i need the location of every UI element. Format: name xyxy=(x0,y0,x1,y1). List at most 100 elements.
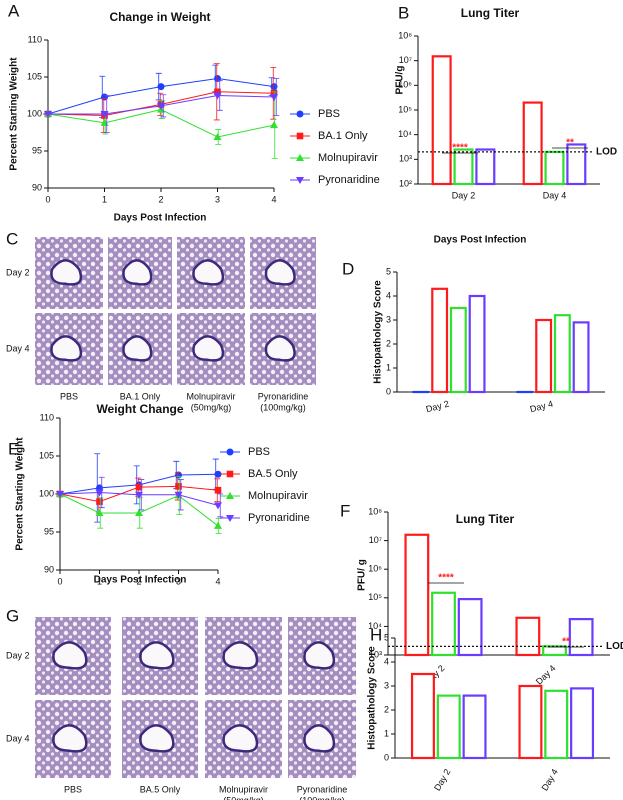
marker xyxy=(214,521,222,529)
panel-letter: G xyxy=(6,606,19,625)
marker xyxy=(214,88,221,96)
airway xyxy=(50,259,83,286)
y-axis-label: Histopathology Score xyxy=(367,646,378,750)
y-tick-label: 0 xyxy=(384,752,389,762)
bar xyxy=(404,533,430,657)
bar xyxy=(449,306,467,394)
airway xyxy=(192,335,225,362)
x-axis-label: Days Post Infection xyxy=(434,235,527,246)
x-tick-label: Day 4 xyxy=(529,399,554,415)
y-tick-label: 3 xyxy=(386,314,391,324)
marker xyxy=(214,502,222,510)
column-label: PBS xyxy=(60,391,78,401)
legend-label: Molnupiravir xyxy=(318,152,378,164)
annotation: ** xyxy=(562,637,570,648)
marker xyxy=(95,509,104,516)
bar xyxy=(468,294,486,394)
panel-letter: F xyxy=(340,501,350,520)
y-tick-label: 95 xyxy=(44,526,54,536)
x-tick-label: 3 xyxy=(215,194,220,204)
airway xyxy=(139,724,175,753)
marker xyxy=(157,83,165,91)
marker xyxy=(95,489,104,497)
y-tick-label: 90 xyxy=(32,182,42,192)
y-tick-label: 110 xyxy=(40,412,54,422)
bar xyxy=(544,689,569,760)
bar xyxy=(566,143,587,186)
airway xyxy=(192,259,225,286)
y-tick-label: 90 xyxy=(44,564,54,574)
bar xyxy=(431,591,456,657)
y-tick-label: 100 xyxy=(39,488,54,498)
column-label: (50mg/kg) xyxy=(191,402,232,412)
marker xyxy=(157,102,165,110)
y-tick-label: 10⁵ xyxy=(398,104,412,114)
annotation: ** xyxy=(566,138,574,149)
column-label: (50mg/kg) xyxy=(223,795,264,800)
marker xyxy=(174,491,183,499)
column-label: Pyronaridine xyxy=(258,391,309,401)
marker xyxy=(135,509,143,516)
y-axis-label: PFU/g xyxy=(395,66,406,95)
column-label: Molnupiravir xyxy=(219,784,268,794)
panel-letter: B xyxy=(398,3,409,22)
y-tick-label: 10⁷ xyxy=(369,535,382,545)
marker xyxy=(226,470,234,478)
reference-label: LOD xyxy=(606,641,623,652)
y-tick-label: 5 xyxy=(386,266,391,276)
column-label: BA.5 Only xyxy=(140,784,181,794)
bar xyxy=(431,287,449,394)
annotation: **** xyxy=(438,573,454,584)
airway xyxy=(303,641,336,670)
panel-letter: C xyxy=(6,229,18,248)
y-tick-label: 1 xyxy=(386,362,391,372)
marker xyxy=(214,486,222,494)
marker xyxy=(226,515,234,522)
marker xyxy=(44,111,52,118)
airway xyxy=(52,641,88,670)
legend-label: Molnupiravir xyxy=(248,490,308,502)
y-axis-label: Percent Starting Weight xyxy=(9,57,20,171)
column-label: (100mg/kg) xyxy=(260,402,306,412)
bar xyxy=(518,684,543,760)
y-tick-label: 3 xyxy=(384,680,389,690)
x-tick-label: 0 xyxy=(57,576,62,586)
x-tick-label: 0 xyxy=(45,194,50,204)
legend-label: Pyronaridine xyxy=(248,512,310,524)
bar xyxy=(410,672,435,760)
y-axis-label: PFU/ g xyxy=(357,559,368,591)
x-tick-label: Day 2 xyxy=(425,399,450,415)
marker xyxy=(56,491,64,498)
airway xyxy=(122,335,153,362)
y-tick-label: 0 xyxy=(386,386,391,396)
row-label: Day 4 xyxy=(6,733,30,743)
marker xyxy=(296,177,304,184)
bar xyxy=(522,101,543,186)
legend-label: PBS xyxy=(248,446,270,458)
y-tick-label: 10⁶ xyxy=(368,564,382,574)
x-tick-label: 1 xyxy=(102,194,107,204)
bar xyxy=(568,617,594,657)
y-tick-label: 10³ xyxy=(399,154,412,164)
chart-title: Lung Titer xyxy=(461,6,520,20)
bar xyxy=(462,694,487,760)
x-tick-label: 4 xyxy=(215,576,220,586)
x-tick-label: Day 4 xyxy=(540,767,560,792)
marker xyxy=(175,483,182,490)
reference-label: LOD xyxy=(596,147,617,158)
y-axis-label: Percent Starting Weight xyxy=(15,437,26,551)
y-tick-label: 105 xyxy=(27,71,42,81)
legend-label: Pyronaridine xyxy=(318,174,380,186)
y-tick-label: 10⁴ xyxy=(398,129,412,139)
annotation: **** xyxy=(452,143,468,154)
y-tick-label: 95 xyxy=(32,145,42,155)
y-tick-label: 105 xyxy=(39,450,54,460)
column-label: Molnupiravir xyxy=(186,391,235,401)
y-axis-label: Histopathology Score xyxy=(373,280,384,384)
y-tick-label: 2 xyxy=(386,338,391,348)
bar xyxy=(570,687,595,760)
bar xyxy=(553,314,571,394)
marker xyxy=(96,498,103,505)
y-tick-label: 10² xyxy=(399,178,412,188)
x-tick-label: 1 xyxy=(97,576,102,586)
